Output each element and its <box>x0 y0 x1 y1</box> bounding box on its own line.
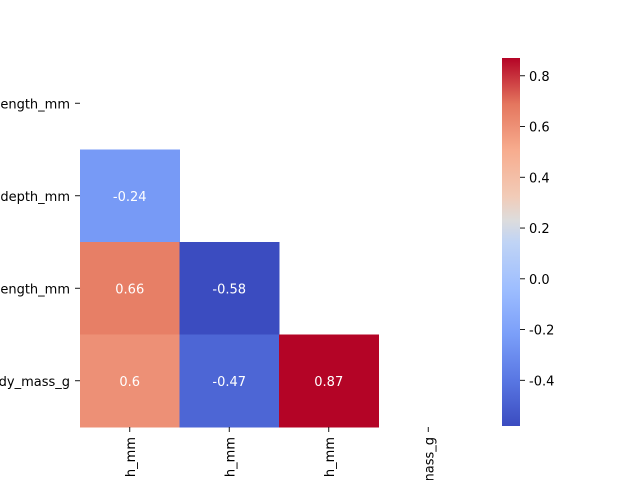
colorbar-tick-label: 0.0 <box>529 273 550 288</box>
cell-value-label: 0.6 <box>119 375 140 390</box>
colorbar-ticks: -0.4 -0.2 0.0 0.2 0.4 0.6 0.8 <box>520 70 554 389</box>
heatmap-cell <box>80 334 180 428</box>
column-labels: h_mm h_mm h_mm nass_g <box>124 427 437 480</box>
heatmap-cell <box>80 242 180 335</box>
column-label: h_mm <box>124 437 139 477</box>
heatmap-cell <box>80 149 180 243</box>
row-labels: ength_mm depth_mm ength_mm dy_mass_g <box>0 97 80 390</box>
colorbar-gradient <box>502 58 520 426</box>
column-label: h_mm <box>323 437 338 477</box>
heatmap-cells: -0.24 0.66 -0.58 0.6 -0.47 0.87 <box>80 149 379 428</box>
column-label: h_mm <box>223 437 238 477</box>
colorbar-tick-label: 0.8 <box>529 70 550 85</box>
column-label: nass_g <box>422 437 437 480</box>
heatmap-cell <box>279 334 379 428</box>
row-label: ength_mm <box>0 97 70 112</box>
colorbar <box>502 58 520 426</box>
heatmap-cell <box>179 334 280 428</box>
cell-value-label: -0.24 <box>113 190 147 205</box>
cell-value-label: 0.66 <box>115 282 144 297</box>
cell-value-label: 0.87 <box>314 375 343 390</box>
row-label: depth_mm <box>0 190 70 205</box>
cell-value-label: -0.47 <box>212 375 246 390</box>
heatmap-cell <box>179 242 280 335</box>
row-label: dy_mass_g <box>0 375 70 390</box>
colorbar-tick-label: 0.4 <box>529 171 550 186</box>
colorbar-tick-label: -0.4 <box>529 374 554 389</box>
cell-value-label: -0.58 <box>212 282 246 297</box>
colorbar-tick-label: 0.6 <box>529 121 550 136</box>
row-label: ength_mm <box>0 282 70 297</box>
colorbar-tick-label: 0.2 <box>529 222 550 237</box>
colorbar-tick-label: -0.2 <box>529 324 554 339</box>
